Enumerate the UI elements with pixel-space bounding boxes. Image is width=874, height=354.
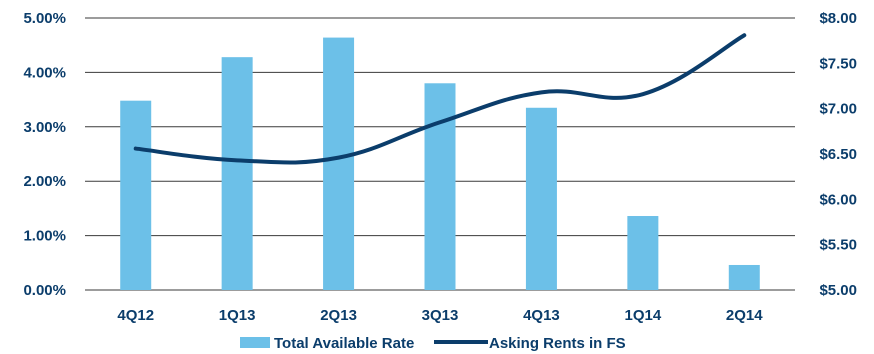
- right-tick-label: $7.00: [819, 101, 857, 118]
- right-tick-label: $6.00: [819, 191, 857, 208]
- x-tick-label: 4Q12: [117, 307, 154, 324]
- bar-1Q14: [627, 216, 659, 290]
- left-axis-tick-labels: 0.00% 1.00% 2.00% 3.00% 4.00% 5.00%: [23, 10, 66, 299]
- bar-2Q13: [323, 37, 355, 290]
- right-tick-label: $5.00: [819, 282, 857, 299]
- right-tick-label: $6.50: [819, 146, 857, 163]
- x-tick-label: 1Q14: [625, 307, 662, 324]
- left-tick-label: 0.00%: [23, 282, 66, 299]
- x-tick-label: 2Q13: [320, 307, 357, 324]
- legend-swatch-total-available-rate: [240, 337, 270, 348]
- left-tick-label: 5.00%: [23, 10, 66, 27]
- bar-series-total-available-rate: [120, 37, 760, 290]
- x-tick-label: 1Q13: [219, 307, 256, 324]
- left-tick-label: 2.00%: [23, 173, 66, 190]
- left-tick-label: 4.00%: [23, 64, 66, 81]
- legend-label-asking-rents: Asking Rents in FS: [489, 335, 626, 352]
- bar-4Q13: [525, 107, 557, 290]
- bar-2Q14: [728, 264, 760, 290]
- bar-4Q12: [120, 100, 152, 290]
- left-tick-label: 3.00%: [23, 119, 66, 136]
- x-tick-label: 4Q13: [523, 307, 560, 324]
- right-tick-label: $5.50: [819, 237, 857, 254]
- right-tick-label: $7.50: [819, 55, 857, 72]
- x-tick-label: 3Q13: [422, 307, 459, 324]
- line-series-asking-rents: [133, 33, 747, 165]
- legend-label-total-available-rate: Total Available Rate: [274, 335, 414, 352]
- right-axis-tick-labels: $5.00 $5.50 $6.00 $6.50 $7.00 $7.50 $8.00: [819, 10, 857, 299]
- bar-3Q13: [424, 83, 456, 290]
- x-tick-label: 2Q14: [726, 307, 763, 324]
- x-axis-tick-labels: 4Q12 1Q13 2Q13 3Q13 4Q13 1Q14 2Q14: [117, 307, 763, 324]
- bar-1Q13: [221, 57, 253, 290]
- left-tick-label: 1.00%: [23, 228, 66, 245]
- right-tick-label: $8.00: [819, 10, 857, 27]
- legend: Total Available Rate Asking Rents in FS: [240, 335, 626, 352]
